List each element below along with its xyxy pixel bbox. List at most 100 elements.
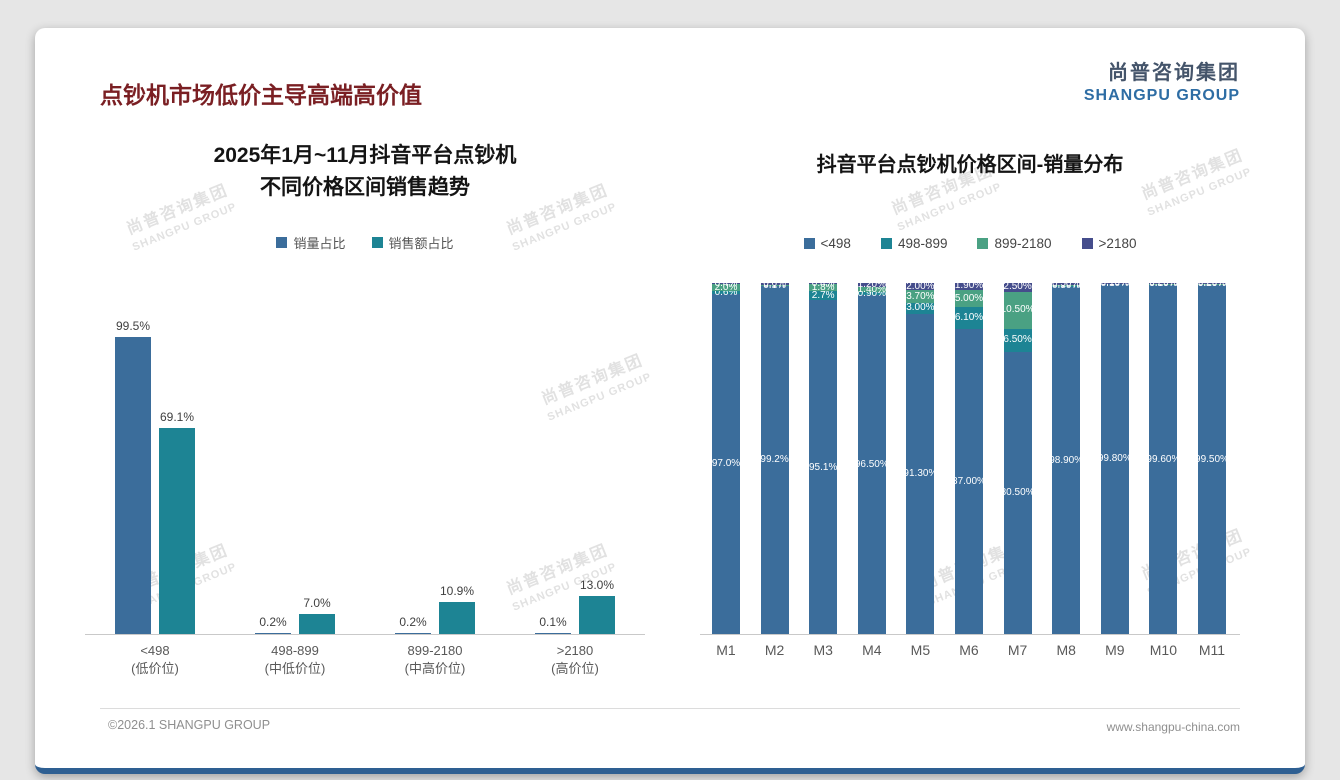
segment-label: 0.20% <box>1198 282 1226 289</box>
legend-swatch-icon <box>371 237 383 248</box>
segment-label: 0.10% <box>1100 282 1129 289</box>
right-chart-x-axis <box>700 634 1240 635</box>
category-label: M2 <box>764 642 785 658</box>
stacked-bar: 96.50% 0.90%1.40%1.20% <box>857 282 886 635</box>
right-chart-legend: <498 498-899 899-2180 >2180 <box>700 236 1240 251</box>
slide <box>35 28 1305 774</box>
segment-label: 2.00% <box>906 282 935 292</box>
legend-item: <498 <box>803 236 851 251</box>
segment-label: 0.10% <box>1149 282 1178 290</box>
legend-swatch-icon <box>977 238 989 249</box>
category-main: 498-899 <box>271 643 319 658</box>
segment-label: 0.4% <box>811 282 835 289</box>
bar-segment <box>955 328 983 635</box>
bar-segment <box>1052 285 1081 287</box>
category-sub: (中低价位) <box>264 660 326 676</box>
bar-value-label: 0.2% <box>399 615 427 629</box>
legend-label: 销量占比 <box>293 236 346 251</box>
segment-label: 99.60% <box>1149 453 1177 465</box>
bar-segment <box>712 293 740 635</box>
segment-label: 5.00% <box>955 292 983 304</box>
legend-item: 899-2180 <box>977 236 1052 251</box>
category-main: <498 <box>140 643 170 658</box>
segment-label: 6.50% <box>1003 334 1032 346</box>
legend-item: 销售额占比 <box>371 233 454 252</box>
bar-segment <box>857 287 886 293</box>
bar-segment <box>857 292 886 296</box>
bar-segment <box>857 295 886 635</box>
bar-segment <box>760 285 789 635</box>
bar-segment <box>955 307 983 329</box>
segment-label: 0.10% <box>1100 282 1129 289</box>
legend-item: >2180 <box>1081 236 1136 251</box>
category-label: >2180 (高价位) <box>508 642 642 677</box>
segment-label: 1.90% <box>955 282 983 292</box>
logo-en-text: SHANGPU GROUP <box>1083 87 1240 104</box>
segment-label: 0.20% <box>1198 282 1226 290</box>
segment-label: 0.4% <box>714 282 738 289</box>
stacked-bar: 99.50%0.20%0.10%0.20% <box>1198 282 1226 635</box>
category-main: >2180 <box>556 643 594 658</box>
bar <box>299 614 335 635</box>
footer-divider <box>100 708 1240 709</box>
stacked-bar: 99.2% 0.1% 0.1% 0.6% <box>760 282 789 635</box>
bar-segment <box>1149 284 1178 635</box>
bar-segment <box>906 313 935 635</box>
bar-segment <box>1003 328 1032 352</box>
logo: 尚普咨询集团 SHANGPU GROUP <box>1084 56 1240 105</box>
category-label: M1 <box>716 642 736 658</box>
segment-label: 6.10% <box>955 312 983 324</box>
segment-label: 2.7% <box>811 289 835 301</box>
category-label: 498-899 (中低价位) <box>228 642 362 677</box>
segment-label: 99.80% <box>1101 453 1129 465</box>
stacked-bar: 99.80%0.10%0.00%0.10% <box>1100 282 1129 635</box>
segment-label: 1.8% <box>811 282 835 293</box>
segment-label: 96.50% <box>858 459 886 471</box>
bar-value-label: 13.0% <box>579 578 615 592</box>
bar-segment <box>1052 283 1081 285</box>
category-label: M5 <box>910 642 931 658</box>
segment-label: 95.1% <box>809 461 838 473</box>
segment-label: 1.40% <box>857 283 886 295</box>
bar-segment <box>809 283 838 285</box>
bar-segment <box>906 283 935 291</box>
bar-segment <box>1003 351 1032 635</box>
segment-label: 1.20% <box>857 282 886 291</box>
left-chart-plot: 99.5% 69.1% 0.2% 7.0% 0.2% 10.9% 0.1% 13.0% <box>85 295 645 635</box>
bar-segment <box>1198 284 1226 635</box>
bar-segment <box>1003 283 1032 292</box>
category-label: 899-2180 (中高价位) <box>368 642 502 677</box>
segment-label: 2.0% <box>714 282 738 293</box>
left-chart-legend: 销量占比 销售额占比 <box>85 233 645 252</box>
bar-value-label: 99.5% <box>115 318 151 333</box>
bar-value-label: 0.2% <box>259 615 287 629</box>
segment-label: 91.30% <box>906 468 934 480</box>
category-label: M8 <box>1056 642 1076 658</box>
left-chart-x-axis <box>85 634 645 635</box>
legend-swatch-icon <box>1081 238 1093 249</box>
left-chart-title: 2025年1月~11月抖音平台点钞机 不同价格区间销售趋势 <box>90 140 640 203</box>
segment-label: 0.50% <box>1052 282 1081 291</box>
stacked-bar: 87.00% 6.10% 5.00%1.90% <box>955 282 983 635</box>
segment-label: 0.1% <box>763 282 786 291</box>
right-chart-title: 抖音平台点钞机价格区间-销量分布 <box>816 154 1124 176</box>
bar <box>159 427 195 635</box>
bar-segment <box>906 290 935 304</box>
segment-label: 0.10% <box>1198 282 1226 289</box>
legend-swatch-icon <box>803 238 815 249</box>
legend-swatch-icon <box>276 237 288 248</box>
segment-label: 2.50% <box>1003 282 1032 293</box>
segment-label: 98.90% <box>1052 454 1080 466</box>
segment-label: 0.10% <box>1149 282 1178 289</box>
segment-label: 0.00% <box>1100 282 1129 289</box>
category-label: M7 <box>1007 642 1028 658</box>
legend-swatch-icon <box>880 238 892 249</box>
segment-label: 0.50% <box>1052 282 1081 289</box>
bar <box>439 602 475 635</box>
category-label: M6 <box>959 642 979 658</box>
bar-segment <box>809 284 838 291</box>
category-sub: (中高价位) <box>404 660 466 676</box>
legend-label: 899-2180 <box>994 236 1052 251</box>
bar-segment <box>857 283 886 288</box>
